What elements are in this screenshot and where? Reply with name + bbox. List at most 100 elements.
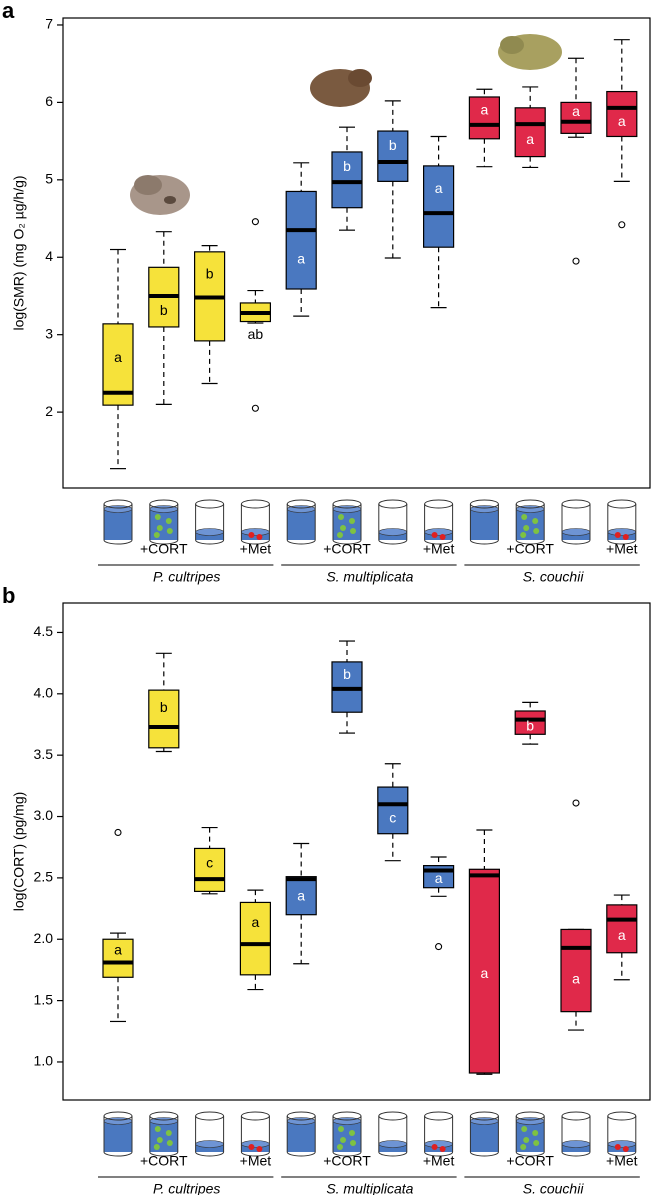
box [423,165,455,248]
x-tick-label: +Met [240,541,272,557]
icon-dot [521,1126,528,1132]
icon-dot [350,1140,356,1146]
icon-dot [439,534,446,540]
icon-water-top [561,1140,591,1148]
treatment-icon [103,499,133,545]
icon-dot [337,532,343,538]
icon-dot [166,1140,173,1146]
treatment-icon [149,1111,179,1157]
icon-glass [607,504,637,545]
icon-glass [103,1116,133,1157]
box [606,90,638,138]
box [468,96,500,140]
treatment-icon [607,1111,637,1157]
icon-glass [286,504,316,545]
icon-glass [195,1116,225,1157]
icon-water-top [195,528,224,536]
group-letter: a [114,349,122,365]
icon-water [378,1144,407,1152]
group-label: S. multiplicata [326,1181,413,1195]
x-tick-label: +CORT [140,541,188,557]
y-tick-label: 6 [45,93,53,109]
treatment-icon [378,499,408,545]
icon-dot [248,532,255,538]
icon-rim [149,499,179,509]
icon-rim [286,1111,316,1121]
icon-rim [424,1111,454,1121]
icon-water [104,509,132,540]
icon-rim [103,1111,133,1121]
icon-dot [350,528,356,534]
icon-water [562,532,590,540]
icon-water-top [195,1140,224,1148]
treatment-icon [195,499,225,545]
group-letter: a [618,113,626,129]
icon-water [378,532,407,540]
group-letter: b [526,718,534,734]
group-letter: b [206,265,214,281]
y-tick-label: 4.5 [34,623,54,639]
icon-dot [349,518,355,524]
outlier [572,799,580,807]
icon-dot [533,528,540,534]
icon-rim [515,1111,545,1121]
box [377,130,409,182]
treatment-icon [469,1111,499,1157]
icon-water-top [424,528,453,536]
icon-dot [166,528,173,534]
x-tick-label: +Met [423,1153,455,1169]
x-tick-label: +Met [240,1153,272,1169]
icon-dot [340,525,346,531]
box [560,928,592,1013]
panel-label: b [2,583,15,608]
box [606,904,638,954]
icon-water [195,532,224,540]
y-tick-label: 3 [45,325,53,341]
box [560,101,592,134]
icon-glass [561,504,591,545]
treatment-icon [240,1111,270,1157]
icon-dot [532,1130,539,1136]
icon-water [424,1144,453,1152]
treatment-icon [332,1111,362,1157]
icon-water [470,1121,499,1152]
icon-dot [156,1137,163,1143]
treatment-icon [286,1111,316,1157]
y-axis-label: log(CORT) (pg/mg) [11,792,27,912]
icon-dot [338,514,344,520]
icon-water [241,1144,270,1152]
icon-glass [561,1116,591,1157]
icon-glass [469,1116,499,1157]
plot-frame [62,17,651,489]
icon-rim [515,499,545,509]
icon-dot [523,1137,530,1143]
y-tick-label: 7 [45,16,53,32]
y-tick-label: 4.0 [34,685,54,701]
x-tick-label: +CORT [506,541,554,557]
group-letter: a [618,927,626,943]
icon-dot [153,532,160,538]
box [468,868,500,1074]
icon-glass [149,504,179,545]
icon-glass [469,504,499,545]
icon-water-top [424,1140,453,1148]
icon-dot [165,518,172,524]
group-letter: a [572,103,580,119]
icon-dot [523,525,530,531]
group-letter: c [206,854,213,870]
icon-rim [607,1111,637,1121]
icon-water-top [241,528,270,536]
icon-rim [378,499,408,509]
outlier [251,218,259,226]
icon-dot [439,1146,446,1152]
plot-frame [62,602,651,1101]
icon-rim [195,1111,225,1121]
icon-glass [286,1116,316,1157]
icon-dot [520,532,527,538]
icon-rim [240,1111,270,1121]
group-letter: b [389,137,397,153]
icon-rim [240,499,270,509]
y-tick-label: 2 [45,403,53,419]
icon-glass [332,504,362,545]
